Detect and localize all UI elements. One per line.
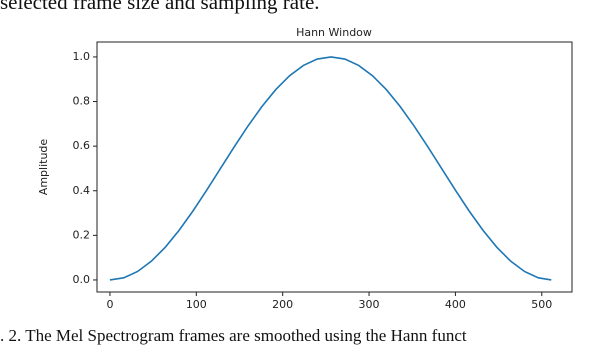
y-tick-label: 0.6	[73, 139, 91, 152]
x-tick-label: 200	[272, 298, 293, 311]
chart-title: Hann Window	[296, 26, 372, 39]
y-tick-label: 0.0	[73, 273, 91, 286]
line-series	[109, 56, 552, 281]
x-tick-label: 500	[531, 298, 552, 311]
y-tick-label: 0.4	[73, 184, 91, 197]
x-tick-label: 0	[106, 298, 113, 311]
paragraph-text: selected frame size and sampling rate.	[0, 0, 320, 14]
x-tick-label: 300	[359, 298, 380, 311]
y-tick-label: 1.0	[73, 50, 91, 63]
y-tick-label: 0.2	[73, 228, 91, 241]
y-axis-label: Amplitude	[37, 139, 50, 196]
x-tick-label: 100	[186, 298, 207, 311]
y-tick-label: 0.8	[73, 95, 91, 108]
plot-frame	[96, 41, 573, 293]
x-tick-label: 400	[445, 298, 466, 311]
figure-caption: . 2. The Mel Spectrogram frames are smoo…	[0, 326, 467, 345]
